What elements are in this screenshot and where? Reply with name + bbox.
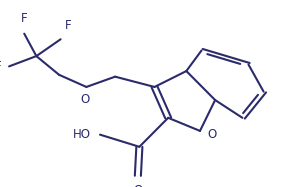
Text: F: F <box>21 12 28 25</box>
Text: O: O <box>80 93 89 106</box>
Text: O: O <box>208 128 217 141</box>
Text: F: F <box>65 19 72 32</box>
Text: HO: HO <box>73 128 91 141</box>
Text: O: O <box>133 184 142 187</box>
Text: F: F <box>0 60 2 73</box>
